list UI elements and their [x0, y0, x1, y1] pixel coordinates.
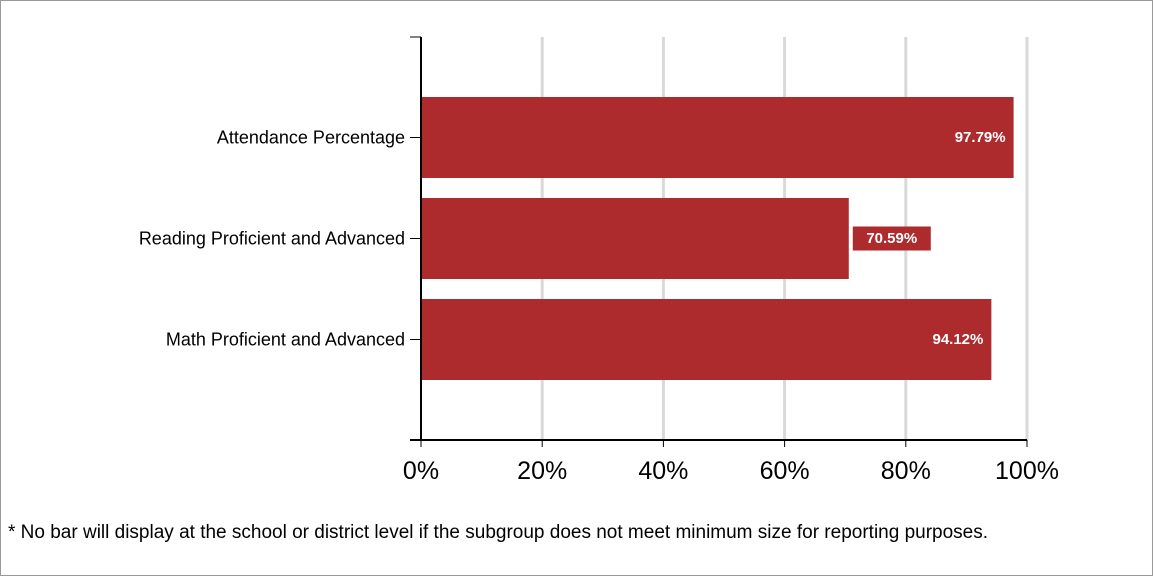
- bar: [421, 198, 849, 279]
- bar: [421, 299, 992, 380]
- category-label: Reading Proficient and Advanced: [139, 229, 405, 249]
- data-label: 94.12%: [932, 331, 983, 348]
- x-tick-label: 40%: [638, 457, 688, 485]
- bars: [421, 97, 1014, 380]
- labels: 97.79% Attendance Percentage 70.59% Reading…: [139, 128, 1059, 486]
- x-tick-label: 80%: [881, 457, 931, 485]
- bar-chart: 97.79% Attendance Percentage 70.59% Reading…: [139, 36, 1059, 486]
- x-tick-label: 100%: [995, 457, 1059, 485]
- x-tick-label: 0%: [403, 457, 439, 485]
- x-tick-label: 60%: [760, 457, 810, 485]
- footnote: * No bar will display at the school or d…: [8, 522, 989, 543]
- category-label: Math Proficient and Advanced: [166, 330, 405, 350]
- axes: [410, 36, 1028, 447]
- x-tick-label: 20%: [517, 457, 567, 485]
- bar: [421, 97, 1014, 178]
- category-label: Attendance Percentage: [217, 128, 405, 148]
- data-label: 70.59%: [866, 230, 917, 247]
- data-label-box: [852, 226, 931, 251]
- data-label: 97.79%: [955, 129, 1006, 146]
